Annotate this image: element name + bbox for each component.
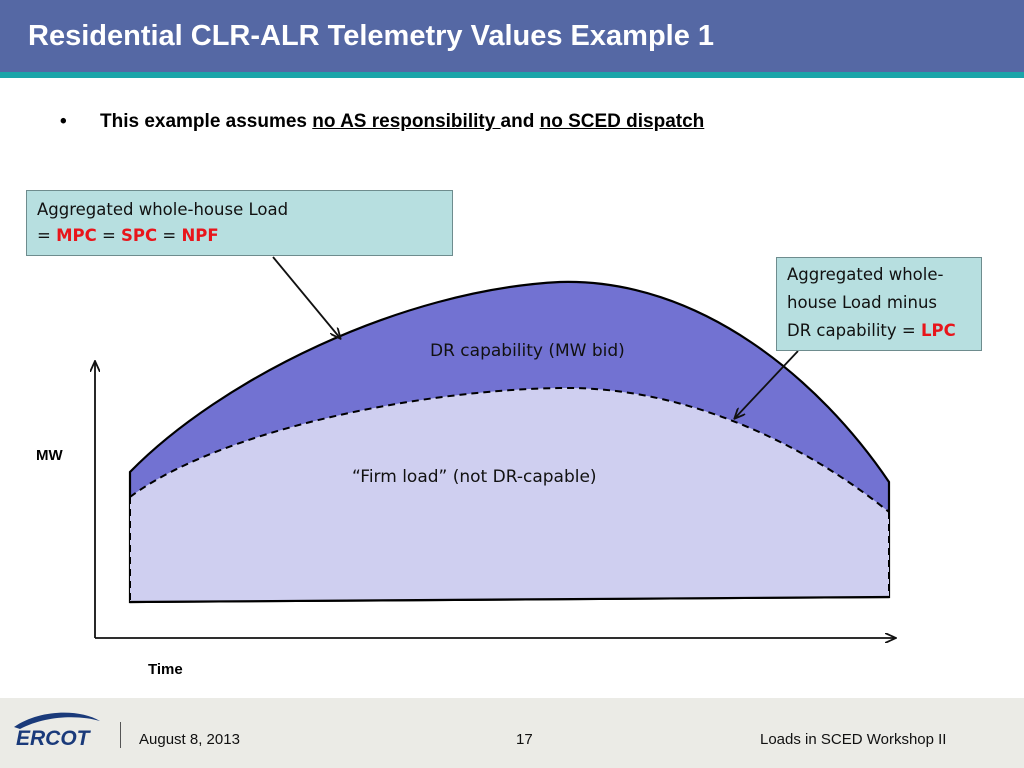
firm-load-label: “Firm load” (not DR-capable)	[352, 467, 597, 487]
footer-date: August 8, 2013	[139, 731, 240, 748]
left-callout-arrow	[272, 256, 340, 338]
spc-term: SPC	[121, 226, 158, 245]
page-number: 17	[516, 731, 533, 748]
npf-term: NPF	[181, 226, 219, 245]
bullet-marker: •	[60, 111, 67, 132]
footer-event: Loads in SCED Workshop II	[760, 731, 947, 748]
right-callout-arrow	[735, 350, 799, 418]
y-axis-label: MW	[36, 447, 63, 464]
callout-left-line2: = MPC = SPC = NPF	[37, 226, 219, 245]
callout-left-line1: Aggregated whole-house Load	[37, 200, 289, 219]
callout-right-line2: house Load minus	[787, 293, 937, 312]
slide-title: Residential CLR-ALR Telemetry Values Exa…	[28, 20, 715, 52]
callout-right-line1: Aggregated whole-	[787, 265, 944, 284]
mpc-term: MPC	[56, 226, 97, 245]
underlined-as-responsibility: no AS responsibility	[312, 111, 501, 132]
load-diagram: DR capability (MW bid) “Firm load” (not …	[36, 256, 1024, 678]
bullet-middle: and	[500, 111, 540, 132]
underlined-sced-dispatch: no SCED dispatch	[539, 111, 705, 132]
x-axis-label: Time	[148, 661, 183, 678]
baseline	[129, 595, 890, 604]
bullet-prefix: This example assumes	[100, 111, 313, 132]
ercot-logo: ERCOT	[14, 712, 100, 750]
callout-right-line3: DR capability = LPC	[787, 321, 956, 340]
svg-text:ERCOT: ERCOT	[16, 727, 92, 750]
lpc-callout: Aggregated whole- house Load minus DR ca…	[776, 257, 982, 351]
dr-capability-label: DR capability (MW bid)	[430, 341, 625, 361]
firm-load-area	[130, 387, 889, 602]
footer-divider	[120, 722, 121, 748]
bullet-text: This example assumes no AS responsibilit…	[100, 111, 704, 133]
lpc-term: LPC	[920, 321, 956, 340]
lpc-dashed-curve	[129, 386, 890, 513]
whole-house-load-callout: Aggregated whole-house Load = MPC = SPC …	[26, 190, 453, 256]
footer	[0, 698, 1024, 768]
title-bar: Residential CLR-ALR Telemetry Values Exa…	[0, 0, 1024, 78]
